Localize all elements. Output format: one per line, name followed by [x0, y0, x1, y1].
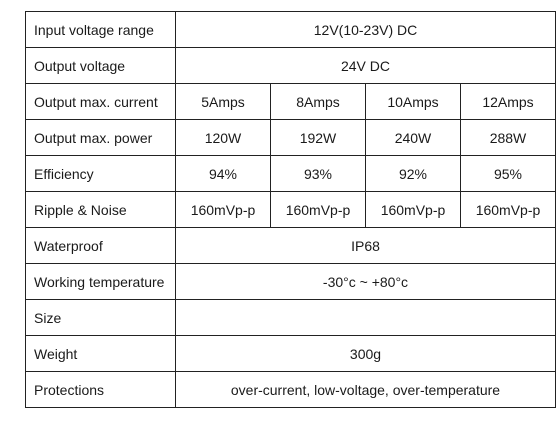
row-label: Waterproof: [25, 227, 176, 264]
row-output-voltage: Output voltage 24V DC: [25, 47, 556, 84]
row-label: Output max. power: [25, 119, 176, 156]
row-value: 12Amps: [460, 83, 556, 120]
row-value: -30°c ~ +80°c: [175, 263, 556, 300]
spec-table: Input voltage range 12V(10-23V) DC Outpu…: [25, 11, 556, 408]
row-value: 160mVp-p: [175, 191, 271, 228]
row-label: Efficiency: [25, 155, 176, 192]
row-size: Size: [25, 299, 556, 336]
row-value: 5Amps: [175, 83, 271, 120]
row-weight: Weight 300g: [25, 335, 556, 372]
row-value: 288W: [460, 119, 556, 156]
row-protections: Protections over-current, low-voltage, o…: [25, 371, 556, 408]
row-value: over-current, low-voltage, over-temperat…: [175, 371, 556, 408]
row-label: Output max. current: [25, 83, 176, 120]
row-working-temperature: Working temperature -30°c ~ +80°c: [25, 263, 556, 300]
row-value: 160mVp-p: [365, 191, 461, 228]
row-value: 93%: [270, 155, 366, 192]
row-output-max-current: Output max. current 5Amps 8Amps 10Amps 1…: [25, 83, 556, 120]
row-value: 24V DC: [175, 47, 556, 84]
row-value: 120W: [175, 119, 271, 156]
row-value: 192W: [270, 119, 366, 156]
row-label: Output voltage: [25, 47, 176, 84]
row-value: [175, 299, 556, 336]
row-waterproof: Waterproof IP68: [25, 227, 556, 264]
row-value: 12V(10-23V) DC: [175, 11, 556, 48]
row-value: 94%: [175, 155, 271, 192]
row-label: Ripple & Noise: [25, 191, 176, 228]
row-label: Input voltage range: [25, 11, 176, 48]
row-label: Protections: [25, 371, 176, 408]
row-value: 240W: [365, 119, 461, 156]
row-value: 160mVp-p: [460, 191, 556, 228]
row-label: Weight: [25, 335, 176, 372]
row-ripple-noise: Ripple & Noise 160mVp-p 160mVp-p 160mVp-…: [25, 191, 556, 228]
row-value: 300g: [175, 335, 556, 372]
row-efficiency: Efficiency 94% 93% 92% 95%: [25, 155, 556, 192]
row-value: 92%: [365, 155, 461, 192]
row-output-max-power: Output max. power 120W 192W 240W 288W: [25, 119, 556, 156]
row-input-voltage-range: Input voltage range 12V(10-23V) DC: [25, 11, 556, 48]
row-value: 160mVp-p: [270, 191, 366, 228]
row-value: 95%: [460, 155, 556, 192]
row-label: Size: [25, 299, 176, 336]
row-label: Working temperature: [25, 263, 176, 300]
row-value: 8Amps: [270, 83, 366, 120]
row-value: 10Amps: [365, 83, 461, 120]
row-value: IP68: [175, 227, 556, 264]
